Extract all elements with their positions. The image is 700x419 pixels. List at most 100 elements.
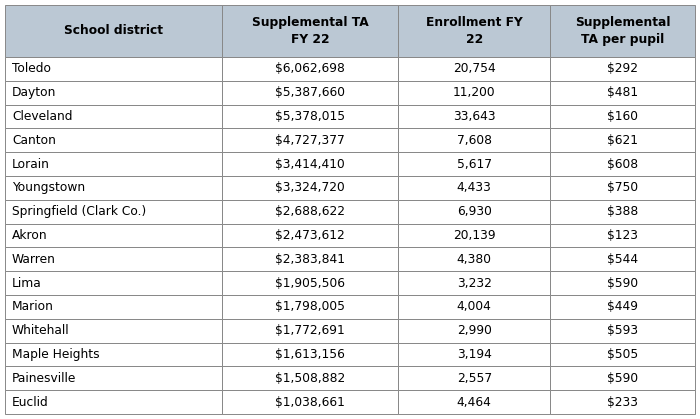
Text: $2,383,841: $2,383,841: [275, 253, 345, 266]
Bar: [5, 5, 223, 57]
Bar: [5, 366, 223, 390]
Bar: [398, 390, 550, 414]
Bar: [550, 247, 695, 271]
Bar: [223, 152, 398, 176]
Text: $505: $505: [607, 348, 638, 361]
Text: $544: $544: [607, 253, 638, 266]
Bar: [5, 390, 223, 414]
Text: $2,688,622: $2,688,622: [275, 205, 345, 218]
Text: $1,613,156: $1,613,156: [275, 348, 345, 361]
Bar: [398, 57, 550, 81]
Bar: [550, 5, 695, 57]
Text: $590: $590: [607, 277, 638, 290]
Text: 11,200: 11,200: [453, 86, 496, 99]
Text: Springfield (Clark Co.): Springfield (Clark Co.): [12, 205, 146, 218]
Text: 4,433: 4,433: [457, 181, 491, 194]
Bar: [550, 152, 695, 176]
Text: $292: $292: [607, 62, 638, 75]
Text: 5,617: 5,617: [456, 158, 491, 171]
Bar: [398, 152, 550, 176]
Text: Toledo: Toledo: [12, 62, 51, 75]
Bar: [5, 57, 223, 81]
Text: $449: $449: [607, 300, 638, 313]
Text: 6,930: 6,930: [457, 205, 491, 218]
Bar: [550, 271, 695, 295]
Bar: [5, 152, 223, 176]
Bar: [223, 128, 398, 152]
Bar: [398, 81, 550, 105]
Bar: [223, 366, 398, 390]
Text: $123: $123: [607, 229, 638, 242]
Bar: [550, 105, 695, 128]
Text: 2,990: 2,990: [457, 324, 491, 337]
Bar: [398, 105, 550, 128]
Bar: [223, 295, 398, 319]
Text: $2,473,612: $2,473,612: [275, 229, 345, 242]
Text: $233: $233: [607, 396, 638, 409]
Bar: [223, 343, 398, 366]
Bar: [5, 128, 223, 152]
Text: 4,004: 4,004: [457, 300, 491, 313]
Bar: [550, 57, 695, 81]
Bar: [5, 105, 223, 128]
Bar: [550, 128, 695, 152]
Text: Marion: Marion: [12, 300, 54, 313]
Text: $5,378,015: $5,378,015: [275, 110, 345, 123]
Bar: [5, 224, 223, 247]
Text: Supplemental TA
FY 22: Supplemental TA FY 22: [252, 16, 369, 46]
Bar: [550, 390, 695, 414]
Text: $388: $388: [607, 205, 638, 218]
Bar: [550, 343, 695, 366]
Text: 4,464: 4,464: [457, 396, 491, 409]
Bar: [5, 247, 223, 271]
Text: Akron: Akron: [12, 229, 48, 242]
Text: $608: $608: [607, 158, 638, 171]
Bar: [398, 247, 550, 271]
Bar: [5, 176, 223, 200]
Text: $1,905,506: $1,905,506: [275, 277, 345, 290]
Bar: [398, 343, 550, 366]
Bar: [398, 200, 550, 224]
Bar: [223, 57, 398, 81]
Text: 33,643: 33,643: [453, 110, 496, 123]
Bar: [223, 247, 398, 271]
Text: 3,232: 3,232: [457, 277, 491, 290]
Bar: [550, 319, 695, 343]
Text: $160: $160: [607, 110, 638, 123]
Bar: [398, 224, 550, 247]
Text: $4,727,377: $4,727,377: [275, 134, 345, 147]
Bar: [398, 128, 550, 152]
Text: Dayton: Dayton: [12, 86, 57, 99]
Bar: [5, 81, 223, 105]
Bar: [223, 176, 398, 200]
Bar: [223, 200, 398, 224]
Bar: [550, 176, 695, 200]
Text: $1,798,005: $1,798,005: [275, 300, 345, 313]
Bar: [223, 390, 398, 414]
Bar: [5, 200, 223, 224]
Bar: [550, 81, 695, 105]
Bar: [550, 224, 695, 247]
Text: Euclid: Euclid: [12, 396, 49, 409]
Text: 3,194: 3,194: [457, 348, 491, 361]
Bar: [223, 81, 398, 105]
Bar: [223, 271, 398, 295]
Text: Youngstown: Youngstown: [12, 181, 85, 194]
Text: 20,139: 20,139: [453, 229, 496, 242]
Bar: [5, 343, 223, 366]
Bar: [223, 5, 398, 57]
Bar: [398, 366, 550, 390]
Text: $590: $590: [607, 372, 638, 385]
Text: School district: School district: [64, 24, 163, 37]
Text: $3,324,720: $3,324,720: [275, 181, 345, 194]
Bar: [223, 105, 398, 128]
Bar: [5, 295, 223, 319]
Text: $1,038,661: $1,038,661: [275, 396, 345, 409]
Text: Warren: Warren: [12, 253, 56, 266]
Text: $3,414,410: $3,414,410: [275, 158, 345, 171]
Bar: [398, 319, 550, 343]
Bar: [550, 366, 695, 390]
Bar: [398, 295, 550, 319]
Text: Cleveland: Cleveland: [12, 110, 73, 123]
Text: Supplemental
TA per pupil: Supplemental TA per pupil: [575, 16, 671, 46]
